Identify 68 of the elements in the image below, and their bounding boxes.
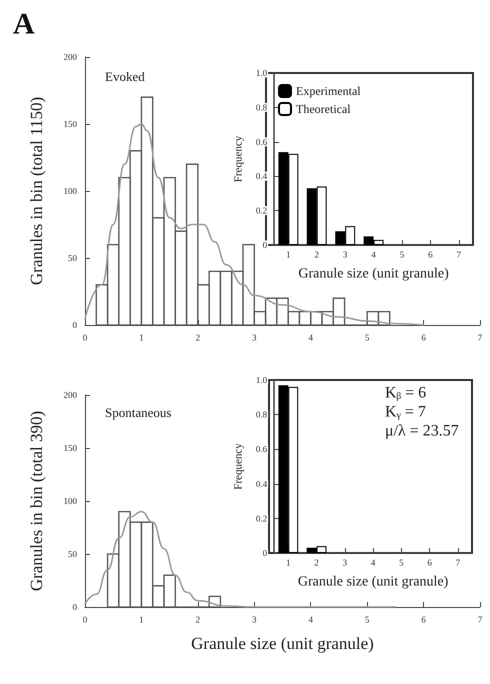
x-tick-label: 7 xyxy=(456,250,462,260)
y-tick-label: 100 xyxy=(64,496,78,506)
x-tick-label: 5 xyxy=(364,614,370,624)
y-tick-label: 200 xyxy=(64,52,78,62)
x-tick-label: 1 xyxy=(286,558,291,568)
y-axis-title: Granules in bin (total 1150) xyxy=(27,96,46,286)
y-tick-label: 0.6 xyxy=(256,444,268,454)
x-tick-label: 7 xyxy=(456,558,461,568)
y-tick-label: 0 xyxy=(262,240,268,250)
y-tick-label: 0 xyxy=(72,602,78,612)
y-tick-label: 0 xyxy=(262,548,268,558)
x-tick-label: 1 xyxy=(139,332,144,342)
y-axis-title: Frequency xyxy=(232,442,244,490)
annotation: Spontaneous xyxy=(105,405,172,420)
annotation: Evoked xyxy=(105,69,146,84)
x-tick-label: 4 xyxy=(308,614,314,624)
x-tick-label: 0 xyxy=(82,332,88,342)
x-tick-label: 3 xyxy=(252,614,258,624)
x-axis-title: Granule size (unit granule) xyxy=(298,266,450,282)
line-series xyxy=(84,510,396,608)
x-axis-title: Granule size (unit granule) xyxy=(298,574,449,590)
annotation: μ/λ = 23.57 xyxy=(385,422,459,440)
y-tick-label: 0.4 xyxy=(256,478,268,489)
annotation: Kᵦ = 6 xyxy=(385,384,426,402)
y-tick-label: 0.6 xyxy=(256,136,268,147)
x-tick-label: 6 xyxy=(421,332,426,342)
x-tick-label: 5 xyxy=(364,332,370,342)
x-tick-label: 6 xyxy=(421,614,426,624)
x-tick-label: 3 xyxy=(342,558,348,568)
x-tick-label: 4 xyxy=(371,250,376,260)
x-axis-title: Granule size (unit granule) xyxy=(191,634,374,653)
x-tick-label: 7 xyxy=(478,614,483,624)
x-tick-label: 2 xyxy=(196,614,200,624)
legend-label: Experimental xyxy=(296,84,362,98)
y-tick-label: 0.2 xyxy=(256,513,268,524)
legend-label: Theoretical xyxy=(296,102,352,116)
y-tick-label: 0 xyxy=(72,320,78,330)
x-tick-label: 3 xyxy=(252,332,258,342)
x-tick-label: 1 xyxy=(286,250,291,260)
x-tick-label: 2 xyxy=(314,558,319,568)
x-tick-label: 5 xyxy=(399,558,404,568)
x-tick-label: 6 xyxy=(428,250,434,260)
x-tick-label: 2 xyxy=(314,250,320,260)
x-tick-label: 5 xyxy=(400,250,405,260)
y-tick-label: 50 xyxy=(68,253,78,263)
y-tick-label: 200 xyxy=(64,390,78,400)
x-tick-label: 4 xyxy=(370,558,376,568)
y-tick-label: 0.4 xyxy=(256,171,268,182)
x-tick-label: 1 xyxy=(139,614,144,624)
x-tick-label: 3 xyxy=(342,250,348,260)
x-tick-label: 0 xyxy=(82,614,88,624)
y-axis-title: Frequency xyxy=(232,135,244,182)
y-tick-label: 0.8 xyxy=(256,102,268,112)
x-tick-label: 2 xyxy=(196,332,200,342)
y-tick-label: 100 xyxy=(64,186,78,196)
x-tick-label: 4 xyxy=(308,332,314,342)
y-tick-label: 1.0 xyxy=(256,375,268,385)
chart-title: A xyxy=(13,8,35,40)
y-tick-label: 0.2 xyxy=(256,206,268,216)
x-tick-label: 6 xyxy=(427,558,432,568)
y-tick-label: 150 xyxy=(64,119,78,129)
annotation: Kᵧ = 7 xyxy=(385,404,426,420)
y-tick-label: 50 xyxy=(68,549,78,559)
y-axis-title: Granules in bin (total 390) xyxy=(27,410,46,592)
x-tick-label: 7 xyxy=(478,332,483,342)
y-tick-label: 150 xyxy=(64,443,78,453)
y-tick-label: 1.0 xyxy=(256,68,268,78)
y-tick-label: 0.8 xyxy=(256,410,268,420)
